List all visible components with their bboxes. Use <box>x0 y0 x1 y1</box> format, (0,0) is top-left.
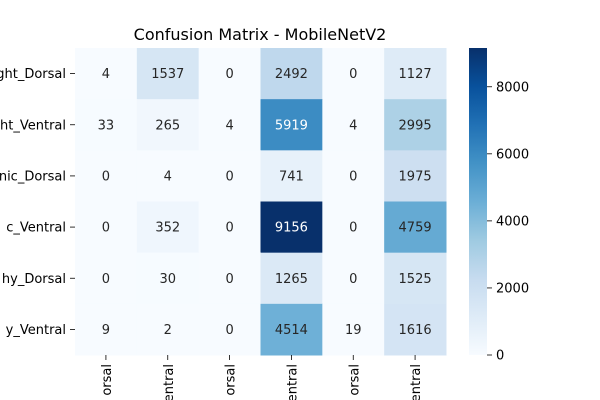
cell-value-label: 0 <box>225 323 233 338</box>
col-tick-label: entral <box>285 364 300 400</box>
heatmap-cell <box>136 99 200 151</box>
heatmap-cell <box>384 252 447 305</box>
cell-value-label: 1537 <box>151 67 184 82</box>
col-tick-labels: orsal entral orsal entral orsal entral <box>100 355 424 400</box>
heatmap-cell <box>384 150 447 202</box>
heatmap-cell <box>260 201 323 254</box>
cell-value-label: 4 <box>102 67 110 82</box>
cell-value-label: 265 <box>155 118 180 133</box>
cell-value-label: 0 <box>102 221 110 236</box>
row-tick-label: nic_Dorsal <box>0 169 66 184</box>
colorbar-tick-label: 6000 <box>496 147 529 162</box>
row-tick-label: hy_Dorsal <box>2 272 66 287</box>
cell-value-label: 4 <box>349 118 357 133</box>
heatmap-cell <box>260 99 323 151</box>
col-tick-label: entral <box>162 364 177 400</box>
cell-value-label: 1265 <box>275 272 308 287</box>
cell-value-label: 4 <box>164 169 172 184</box>
heatmap-cell <box>260 303 323 356</box>
cell-value-label: 4514 <box>275 323 308 338</box>
heatmap-cell <box>384 201 447 254</box>
heatmap-cell <box>198 99 261 151</box>
heatmap-cell <box>322 150 385 202</box>
cell-value-label: 1616 <box>399 323 432 338</box>
heatmap-cell <box>260 252 323 305</box>
heatmap-cell <box>322 252 385 305</box>
cell-value-label: 33 <box>98 118 115 133</box>
cell-value-label: 9156 <box>275 221 308 236</box>
colorbar: 0 2000 4000 6000 8000 <box>469 48 529 364</box>
cell-value-label: 4759 <box>399 221 432 236</box>
heatmap-cell <box>260 48 323 100</box>
cell-value-label: 741 <box>279 169 304 184</box>
cell-value-label: 2995 <box>399 118 432 133</box>
cell-value-label: 19 <box>345 323 362 338</box>
cell-value-label: 0 <box>225 221 233 236</box>
colorbar-tick-label: 0 <box>496 349 504 364</box>
heatmap-cell <box>198 150 261 202</box>
cell-value-label: 0 <box>349 272 357 287</box>
row-tick-label: ht_Ventral <box>0 118 66 133</box>
heatmap-cell <box>136 150 200 202</box>
chart-title: Confusion Matrix - MobileNetV2 <box>134 25 387 44</box>
heatmap-cell <box>75 252 138 305</box>
cell-value-label: 1127 <box>399 67 432 82</box>
colorbar-gradient <box>469 48 487 355</box>
heatmap-cell <box>136 303 200 356</box>
cell-value-label: 9 <box>102 323 110 338</box>
cell-value-label: 1975 <box>399 169 432 184</box>
heatmap-cell <box>198 201 261 254</box>
cell-value-label: 352 <box>155 221 180 236</box>
heatmap-cell <box>322 201 385 254</box>
cell-value-label: 30 <box>159 272 176 287</box>
cell-value-label: 0 <box>225 169 233 184</box>
heatmap-cell <box>198 252 261 305</box>
heatmap-cell <box>75 99 138 151</box>
cell-value-label: 2 <box>164 323 172 338</box>
heatmap-cells: 4 1537 0 2492 0 1127 33 265 4 5919 4 2995 0 4 0 741 0 197… <box>75 48 447 356</box>
colorbar-tick-label: 4000 <box>496 214 529 229</box>
row-tick-labels: ght_Dorsal ht_Ventral nic_Dorsal c_Ventralh… <box>0 67 75 338</box>
heatmap-cell <box>75 48 138 100</box>
heatmap-cell <box>384 99 447 151</box>
cell-value-label: 4 <box>225 118 233 133</box>
heatmap-cell <box>75 303 138 356</box>
row-tick-label: c_Ventral <box>6 221 66 236</box>
heatmap-cell <box>75 201 138 254</box>
heatmap-cell <box>136 252 200 305</box>
heatmap-cell <box>322 303 385 356</box>
cell-value-label: 0 <box>102 272 110 287</box>
cell-value-label: 0 <box>349 169 357 184</box>
cell-value-label: 1525 <box>399 272 432 287</box>
heatmap-cell <box>198 303 261 356</box>
heatmap-cell <box>384 48 447 100</box>
cell-value-label: 0 <box>225 272 233 287</box>
heatmap-cell <box>384 303 447 356</box>
row-tick-label: y_Ventral <box>6 323 66 338</box>
heatmap-cell <box>198 48 261 100</box>
col-tick-label: orsal <box>347 364 362 396</box>
colorbar-tick-label: 8000 <box>496 80 529 95</box>
col-tick-label: entral <box>409 364 424 400</box>
row-tick-label: ght_Dorsal <box>0 67 66 82</box>
heatmap-cell <box>322 48 385 100</box>
cell-value-label: 2492 <box>275 67 308 82</box>
cell-value-label: 0 <box>225 67 233 82</box>
heatmap-cell <box>75 150 138 202</box>
heatmap-cell <box>260 150 323 202</box>
cell-value-label: 0 <box>102 169 110 184</box>
cell-value-label: 0 <box>349 67 357 82</box>
heatmap-cell <box>136 48 200 100</box>
colorbar-tick-label: 2000 <box>496 281 529 296</box>
col-tick-label: orsal <box>224 364 239 396</box>
cell-value-label: 5919 <box>275 118 308 133</box>
heatmap-cell <box>322 99 385 151</box>
col-tick-label: orsal <box>100 364 115 396</box>
heatmap-cell <box>136 201 200 254</box>
cell-value-label: 0 <box>349 221 357 236</box>
